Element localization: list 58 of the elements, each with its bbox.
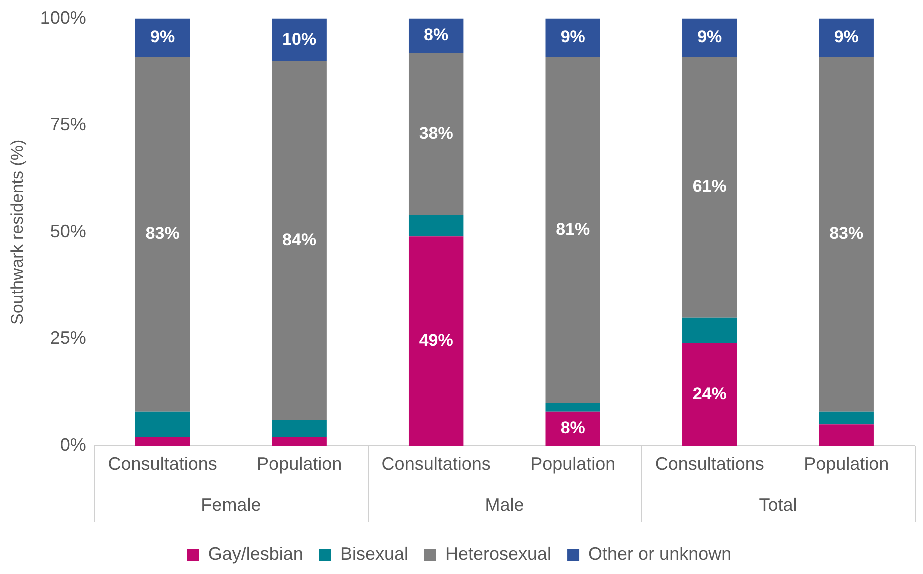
data-label: 81% (556, 220, 590, 239)
text: Female (201, 494, 262, 515)
data-label: 8% (560, 418, 586, 438)
legend-label: Gay/lesbian (208, 544, 304, 564)
y-tick-label: 0% (60, 434, 86, 455)
y-tick-label: 50% (50, 221, 86, 242)
x-tick-label: Consultations (382, 454, 491, 474)
data-label: 49% (419, 331, 454, 350)
y-tick-label: 100% (40, 8, 86, 28)
bar (408, 236, 464, 446)
bar (135, 412, 190, 438)
x-tick-label: Population (804, 454, 890, 474)
x-tick-label: Consultations (655, 454, 764, 474)
legend-label: Other or unknown (588, 544, 732, 564)
bar (819, 57, 874, 412)
bar (546, 57, 600, 404)
bar (272, 18, 327, 62)
bar (682, 343, 738, 446)
bar (546, 18, 600, 58)
bar (272, 62, 327, 420)
x-tick-label: Population (257, 454, 342, 474)
data-label: 9% (698, 28, 722, 47)
bar (546, 412, 600, 446)
bar (682, 318, 738, 344)
x-tick-label: Population (530, 454, 616, 474)
bar (682, 18, 738, 58)
data-label: 84% (282, 230, 317, 250)
bar (408, 18, 464, 53)
data-label: 9% (834, 28, 859, 47)
bar (546, 403, 600, 412)
data-label: 10% (282, 30, 317, 49)
text: Total (759, 494, 798, 515)
data-label: 83% (830, 224, 864, 244)
y-tick-label: 25% (50, 328, 86, 348)
data-label: 8% (424, 26, 449, 45)
bar (272, 437, 327, 446)
bar (272, 420, 327, 438)
bar (135, 437, 190, 446)
bar (408, 52, 464, 216)
data-label: 9% (150, 28, 176, 47)
data-label: 83% (146, 224, 180, 244)
bar (819, 424, 874, 446)
data-label: 61% (692, 177, 727, 196)
bar (682, 57, 738, 318)
data-label: 9% (560, 28, 586, 47)
data-label: 38% (419, 124, 454, 143)
y-axis-title: Southwark residents (%) (8, 140, 27, 325)
bar (408, 215, 464, 237)
legend-label: Heterosexual (445, 544, 552, 564)
x-tick-label: Consultations (108, 454, 218, 474)
legend-label: Bisexual (340, 544, 408, 564)
y-tick-label: 75% (50, 114, 86, 135)
bar (135, 57, 190, 412)
data-label: 24% (692, 384, 727, 404)
text: Male (485, 494, 524, 515)
bar (135, 18, 190, 58)
bar (819, 18, 874, 58)
bar (819, 412, 874, 425)
